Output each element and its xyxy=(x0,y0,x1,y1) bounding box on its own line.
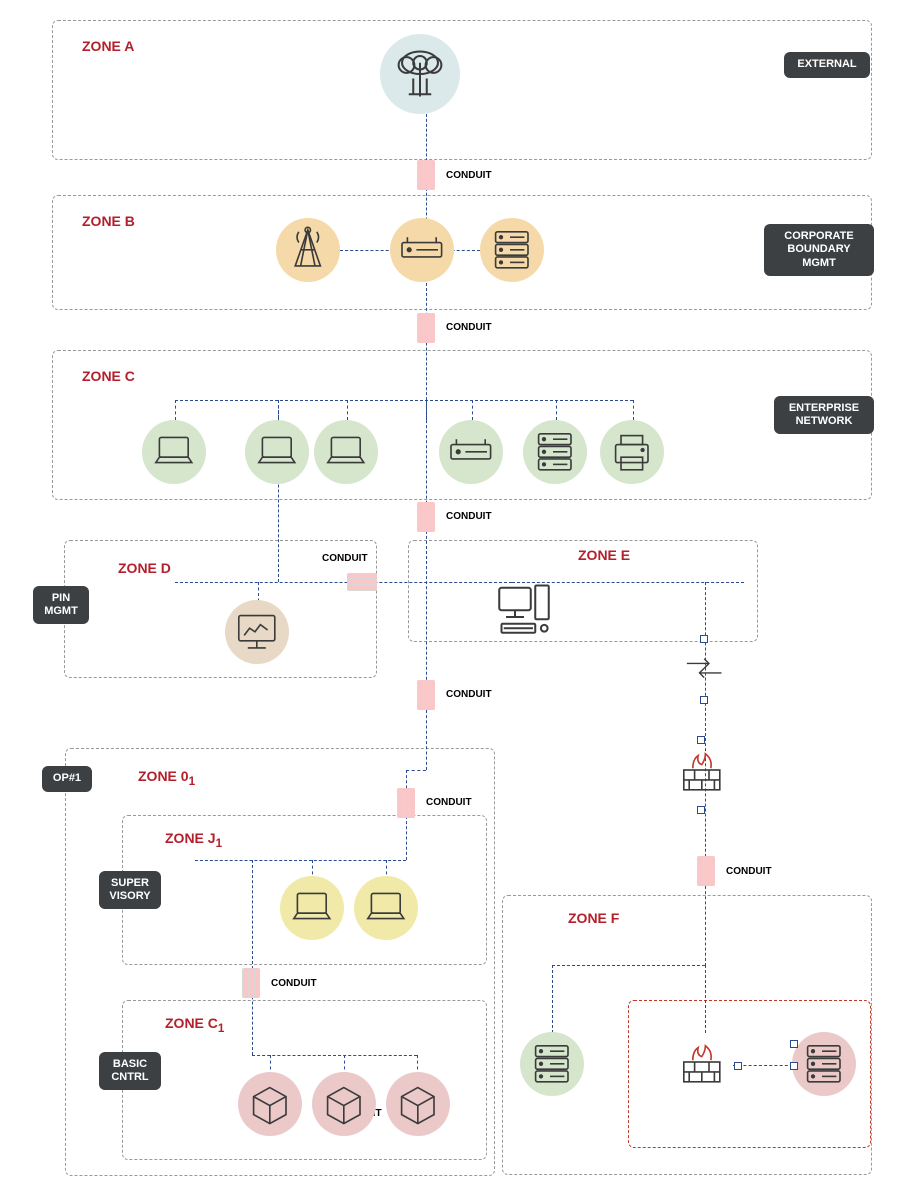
conduit-c8 xyxy=(697,856,715,886)
connector-29 xyxy=(552,965,553,1033)
conduit-c5 xyxy=(417,680,435,710)
zone-b-title: ZONE B xyxy=(82,213,135,229)
connector-31 xyxy=(733,1065,793,1066)
conduit-cd4 xyxy=(347,573,377,591)
zone-c-title: ZONE C xyxy=(82,368,135,384)
connector-30 xyxy=(705,965,706,1033)
zone-c1-title: ZONE C1 xyxy=(165,1015,224,1035)
zone-j1-title: ZONE J1 xyxy=(165,830,222,850)
cube-icon xyxy=(386,1072,450,1136)
tower-icon xyxy=(276,218,340,282)
zone-j1-badge: SUPER VISORY xyxy=(99,871,161,909)
cube-icon xyxy=(238,1072,302,1136)
connector-11 xyxy=(175,582,512,583)
zone-f-title: ZONE F xyxy=(568,910,619,926)
conduit-c5-label: CONDUIT xyxy=(446,689,492,700)
zone-o1-title: ZONE 01 xyxy=(138,768,195,788)
laptop-icon xyxy=(142,420,206,484)
endpoint-1 xyxy=(700,696,708,704)
firewall-icon xyxy=(670,1032,734,1096)
conduit-c1 xyxy=(417,160,435,190)
zone-d-title: ZONE D xyxy=(118,560,171,576)
zone-a-box xyxy=(52,20,872,160)
laptop-icon xyxy=(280,876,344,940)
zone-a-title: ZONE A xyxy=(82,38,134,54)
connector-23 xyxy=(252,1055,417,1056)
router-icon xyxy=(439,420,503,484)
connector-6 xyxy=(472,400,473,420)
laptop-icon xyxy=(314,420,378,484)
switch-icon xyxy=(676,640,732,696)
zone-a-badge: EXTERNAL xyxy=(784,52,870,78)
connector-28 xyxy=(552,965,705,966)
endpoint-0 xyxy=(700,635,708,643)
zone-o1-badge: OP#1 xyxy=(42,766,92,792)
connector-16 xyxy=(426,710,427,770)
servers-icon xyxy=(480,218,544,282)
connector-7 xyxy=(556,400,557,420)
zone-b-box xyxy=(52,195,872,310)
printer-icon xyxy=(600,420,664,484)
endpoint-6 xyxy=(790,1040,798,1048)
endpoint-5 xyxy=(790,1062,798,1070)
connector-17 xyxy=(406,770,426,771)
cloud-icon xyxy=(380,34,460,114)
workstation-icon xyxy=(484,568,564,648)
endpoint-2 xyxy=(697,736,705,744)
conduit-c6 xyxy=(397,788,415,818)
connector-27 xyxy=(705,886,706,966)
laptop-icon xyxy=(245,420,309,484)
servers-icon xyxy=(520,1032,584,1096)
conduit-c7 xyxy=(242,968,260,998)
zone-b-badge: CORPORATE BOUNDARY MGMT xyxy=(764,224,874,276)
connector-3 xyxy=(175,400,176,420)
firewall-icon xyxy=(670,740,734,804)
servers-icon xyxy=(523,420,587,484)
connector-9 xyxy=(175,400,633,401)
conduit-cd4-label: CONDUIT xyxy=(322,553,368,564)
laptop-icon xyxy=(354,876,418,940)
conduit-c2-label: CONDUIT xyxy=(446,322,492,333)
conduit-c3-label: CONDUIT xyxy=(446,511,492,522)
connector-22 xyxy=(252,860,253,1055)
conduit-c3 xyxy=(417,502,435,532)
connector-8 xyxy=(633,400,634,420)
endpoint-3 xyxy=(697,806,705,814)
conduit-c7-label: CONDUIT xyxy=(271,978,317,989)
conduit-c6-label: CONDUIT xyxy=(426,797,472,808)
zone-e-title: ZONE E xyxy=(578,547,630,563)
endpoint-4 xyxy=(734,1062,742,1070)
conduit-c1-label: CONDUIT xyxy=(446,170,492,181)
zone-c-badge: ENTERPRISE NETWORK xyxy=(774,396,874,434)
connector-10 xyxy=(426,400,427,710)
connector-19 xyxy=(195,860,406,861)
conduit-c8-label: CONDUIT xyxy=(726,866,772,877)
monitor-icon xyxy=(225,600,289,664)
connector-15 xyxy=(705,582,706,882)
zone-d-badge: PIN MGMT xyxy=(33,586,89,624)
cube-icon xyxy=(312,1072,376,1136)
conduit-c2 xyxy=(417,313,435,343)
connector-5 xyxy=(347,400,348,420)
servers-icon xyxy=(792,1032,856,1096)
router-icon xyxy=(390,218,454,282)
zone-c1-badge: BASIC CNTRL xyxy=(99,1052,161,1090)
